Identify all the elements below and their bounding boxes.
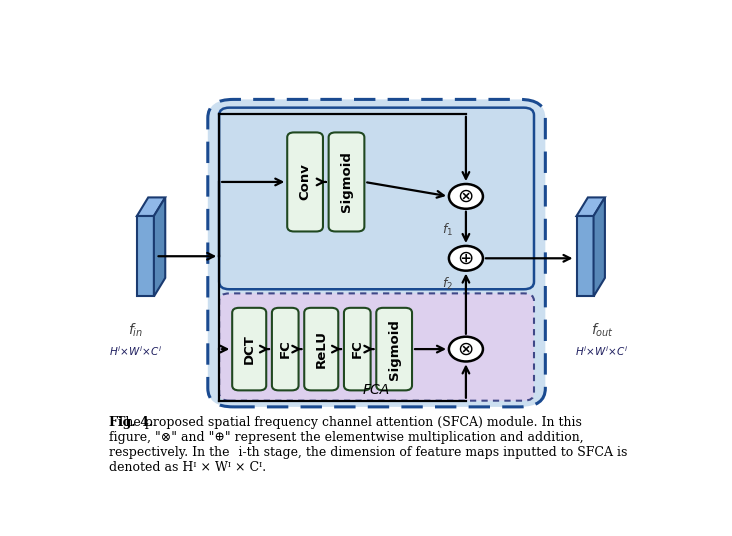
Polygon shape [137,197,165,216]
Text: ⊗: ⊗ [458,187,474,206]
FancyBboxPatch shape [376,308,412,390]
Circle shape [449,246,483,271]
Polygon shape [154,197,165,296]
Text: Fig. 4.: Fig. 4. [108,416,153,429]
FancyBboxPatch shape [232,308,266,390]
Text: ⊗: ⊗ [458,340,474,359]
Text: $H^i$$\times$$W^i$$\times$$C^i$: $H^i$$\times$$W^i$$\times$$C^i$ [575,344,629,358]
FancyBboxPatch shape [305,308,338,390]
Text: $f_{out}$: $f_{out}$ [591,322,613,339]
Text: The proposed spatial frequency channel attention (SFCA) module. In this
figure, : The proposed spatial frequency channel a… [108,416,627,474]
Text: Sigmoid: Sigmoid [388,319,400,379]
Polygon shape [594,197,605,296]
Polygon shape [577,197,605,216]
Text: FCA: FCA [362,383,390,397]
Text: Sigmoid: Sigmoid [340,152,353,212]
Text: FC: FC [279,340,292,359]
Text: DCT: DCT [243,334,255,364]
FancyBboxPatch shape [344,308,370,390]
Text: $H^i$$\times$$W^i$$\times$$C^i$: $H^i$$\times$$W^i$$\times$$C^i$ [109,344,163,358]
Text: $f_1$: $f_1$ [442,222,453,239]
FancyBboxPatch shape [219,293,534,401]
Text: $f_2$: $f_2$ [442,276,453,292]
Bar [137,216,154,296]
Text: Conv: Conv [299,163,312,200]
Text: ⊕: ⊕ [458,249,474,268]
FancyBboxPatch shape [287,132,323,232]
Text: ReLU: ReLU [315,330,328,368]
Text: $f_{in}$: $f_{in}$ [128,322,143,339]
Bar [577,216,594,296]
Circle shape [449,184,483,209]
FancyBboxPatch shape [219,108,534,289]
Text: FC: FC [351,340,364,359]
Circle shape [449,337,483,361]
FancyBboxPatch shape [208,99,545,407]
FancyBboxPatch shape [272,308,299,390]
FancyBboxPatch shape [329,132,365,232]
